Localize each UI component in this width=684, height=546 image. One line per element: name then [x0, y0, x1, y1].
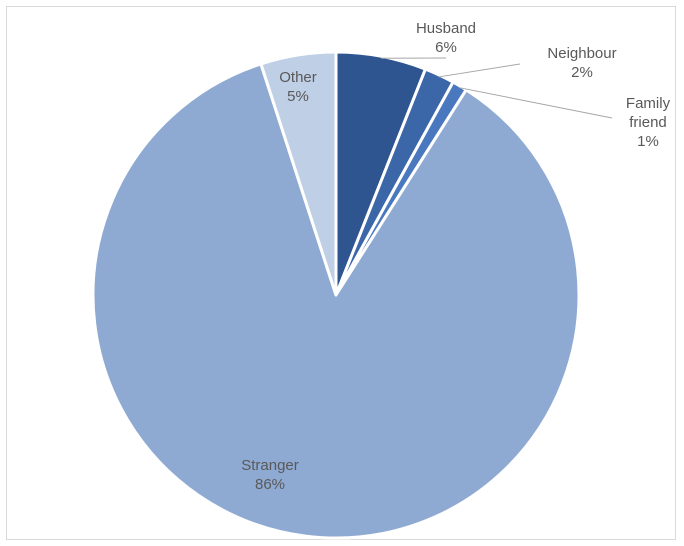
pie-slice-other [259, 50, 338, 297]
pie-slice-stranger [91, 62, 581, 540]
leader-line-neighbour [438, 63, 521, 78]
pie-slices [91, 50, 581, 540]
data-label-stranger: Stranger 86% [241, 457, 299, 493]
slice-labels: Husband 6% Neighbour 2% Family friend 1% Strang… [241, 20, 670, 493]
leader-line-family-friend [458, 87, 613, 119]
leader-lines [381, 57, 613, 119]
data-label-other: Other 5% [279, 69, 317, 105]
data-label-family-friend: Family friend 1% [626, 95, 671, 150]
data-label-neighbour: Neighbour 2% [547, 45, 616, 81]
data-label-husband: Husband 6% [416, 20, 476, 56]
